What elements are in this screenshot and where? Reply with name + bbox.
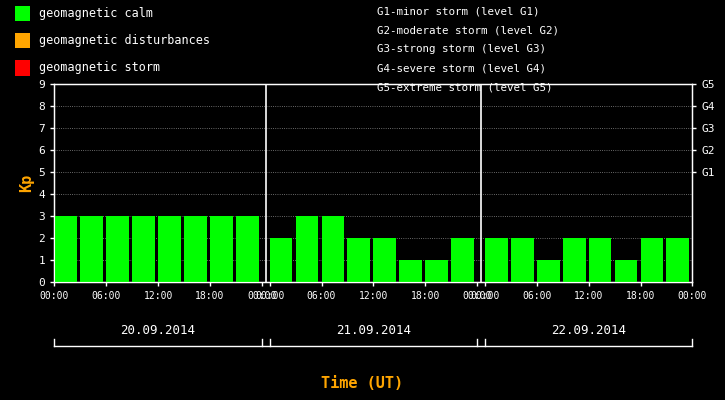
Bar xyxy=(373,238,396,282)
Bar xyxy=(236,216,259,282)
Text: G3-strong storm (level G3): G3-strong storm (level G3) xyxy=(377,44,546,54)
Text: G2-moderate storm (level G2): G2-moderate storm (level G2) xyxy=(377,25,559,35)
Bar xyxy=(107,216,129,282)
Text: 22.09.2014: 22.09.2014 xyxy=(551,324,626,336)
Bar xyxy=(80,216,103,282)
Text: G5-extreme storm (level G5): G5-extreme storm (level G5) xyxy=(377,83,552,93)
Text: Time (UT): Time (UT) xyxy=(321,376,404,392)
Bar xyxy=(666,238,689,282)
Text: G4-severe storm (level G4): G4-severe storm (level G4) xyxy=(377,64,546,74)
Text: geomagnetic calm: geomagnetic calm xyxy=(39,7,153,20)
Bar xyxy=(210,216,233,282)
Text: geomagnetic disturbances: geomagnetic disturbances xyxy=(39,34,210,47)
Bar xyxy=(321,216,344,282)
Bar xyxy=(54,216,77,282)
Bar xyxy=(270,238,292,282)
Text: 21.09.2014: 21.09.2014 xyxy=(336,324,411,336)
Bar xyxy=(615,260,637,282)
Bar xyxy=(296,216,318,282)
Bar xyxy=(563,238,586,282)
Bar xyxy=(132,216,155,282)
Y-axis label: Kp: Kp xyxy=(20,174,34,192)
Bar xyxy=(589,238,611,282)
Bar xyxy=(399,260,422,282)
Bar xyxy=(426,260,448,282)
Bar xyxy=(511,238,534,282)
Bar xyxy=(485,238,508,282)
Bar xyxy=(536,260,560,282)
Text: G1-minor storm (level G1): G1-minor storm (level G1) xyxy=(377,6,539,16)
Bar xyxy=(347,238,370,282)
Bar xyxy=(451,238,474,282)
Text: 20.09.2014: 20.09.2014 xyxy=(120,324,196,336)
Bar xyxy=(158,216,181,282)
Bar xyxy=(640,238,663,282)
Text: geomagnetic storm: geomagnetic storm xyxy=(39,62,160,74)
Bar xyxy=(184,216,207,282)
